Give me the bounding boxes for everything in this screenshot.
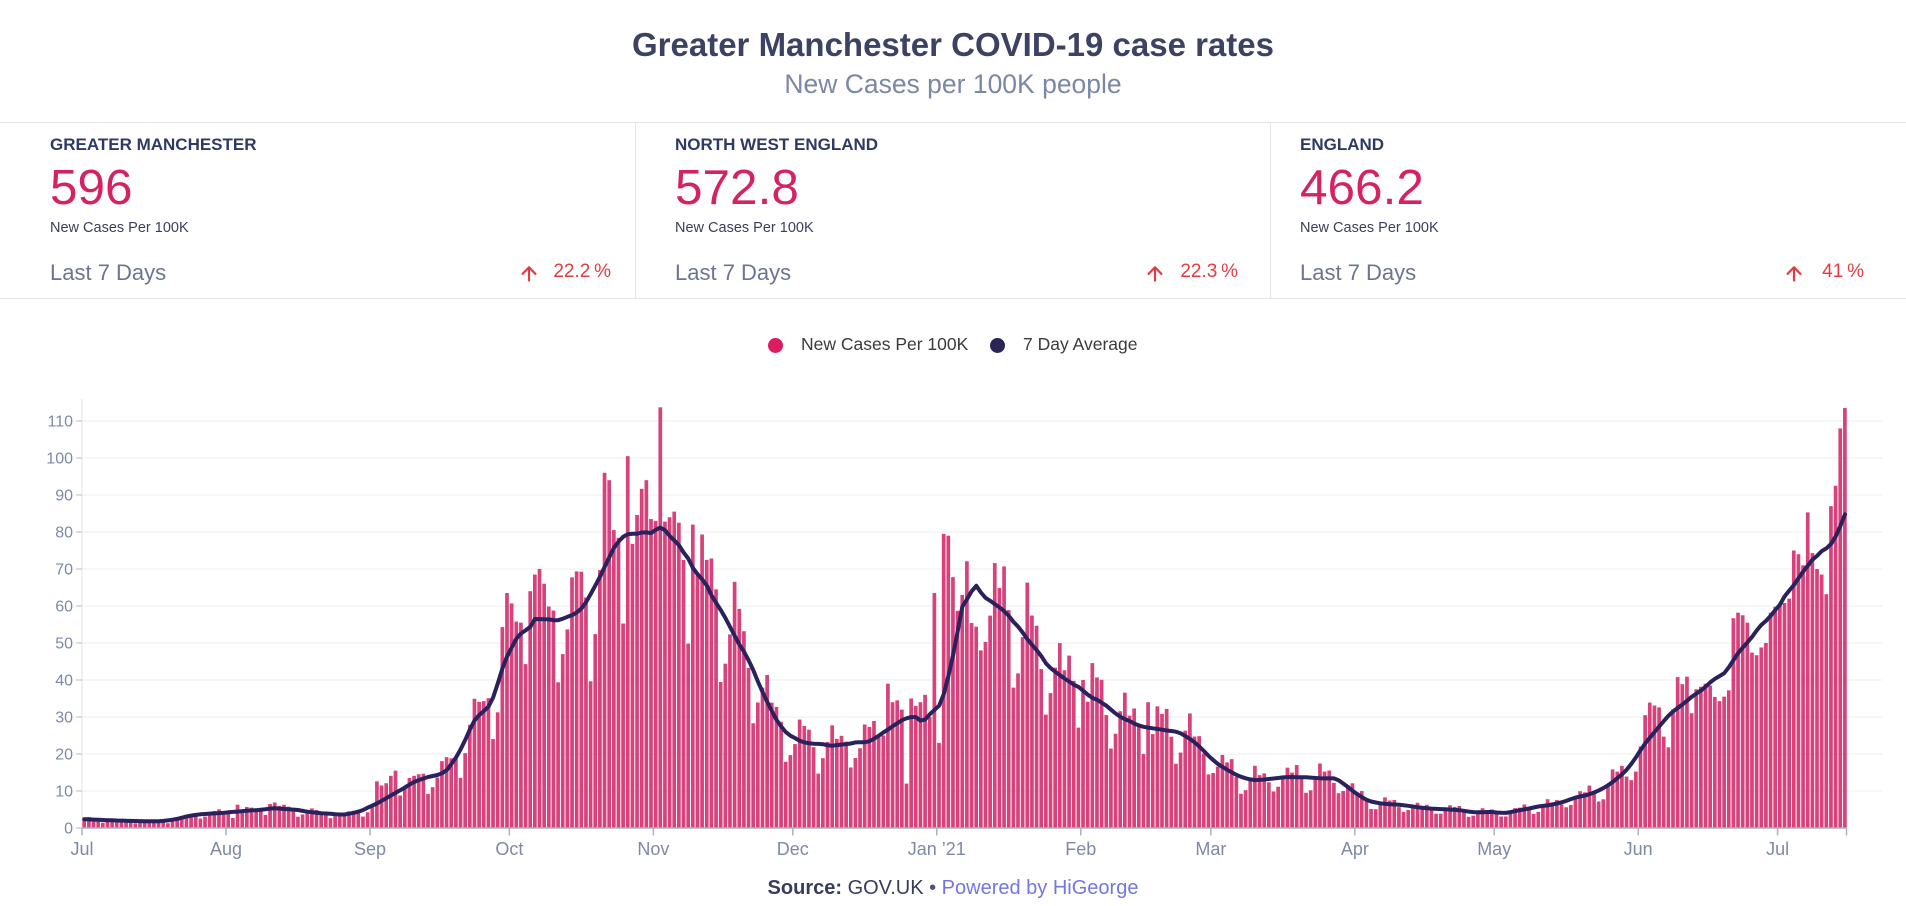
svg-text:0: 0: [64, 821, 73, 838]
svg-text:Jan ’21: Jan ’21: [908, 839, 966, 859]
svg-text:40: 40: [55, 673, 73, 690]
svg-text:Jul: Jul: [70, 839, 93, 859]
svg-text:50: 50: [55, 636, 73, 653]
svg-text:70: 70: [55, 562, 73, 579]
svg-text:Sep: Sep: [354, 839, 386, 859]
svg-text:May: May: [1477, 839, 1511, 859]
svg-text:110: 110: [47, 414, 73, 431]
svg-text:Oct: Oct: [495, 839, 523, 859]
svg-text:Apr: Apr: [1341, 839, 1369, 859]
svg-text:60: 60: [55, 599, 73, 616]
svg-text:Nov: Nov: [637, 839, 669, 859]
svg-text:10: 10: [55, 784, 73, 801]
svg-text:90: 90: [55, 488, 73, 505]
svg-text:100: 100: [46, 451, 73, 468]
svg-text:Mar: Mar: [1195, 839, 1226, 859]
svg-text:80: 80: [55, 525, 73, 542]
svg-text:20: 20: [55, 747, 73, 764]
svg-text:Aug: Aug: [210, 839, 242, 859]
svg-text:Jul: Jul: [1766, 839, 1789, 859]
svg-text:Jun: Jun: [1624, 839, 1653, 859]
svg-text:30: 30: [55, 710, 73, 727]
svg-text:Feb: Feb: [1065, 839, 1096, 859]
svg-text:Dec: Dec: [777, 839, 809, 859]
